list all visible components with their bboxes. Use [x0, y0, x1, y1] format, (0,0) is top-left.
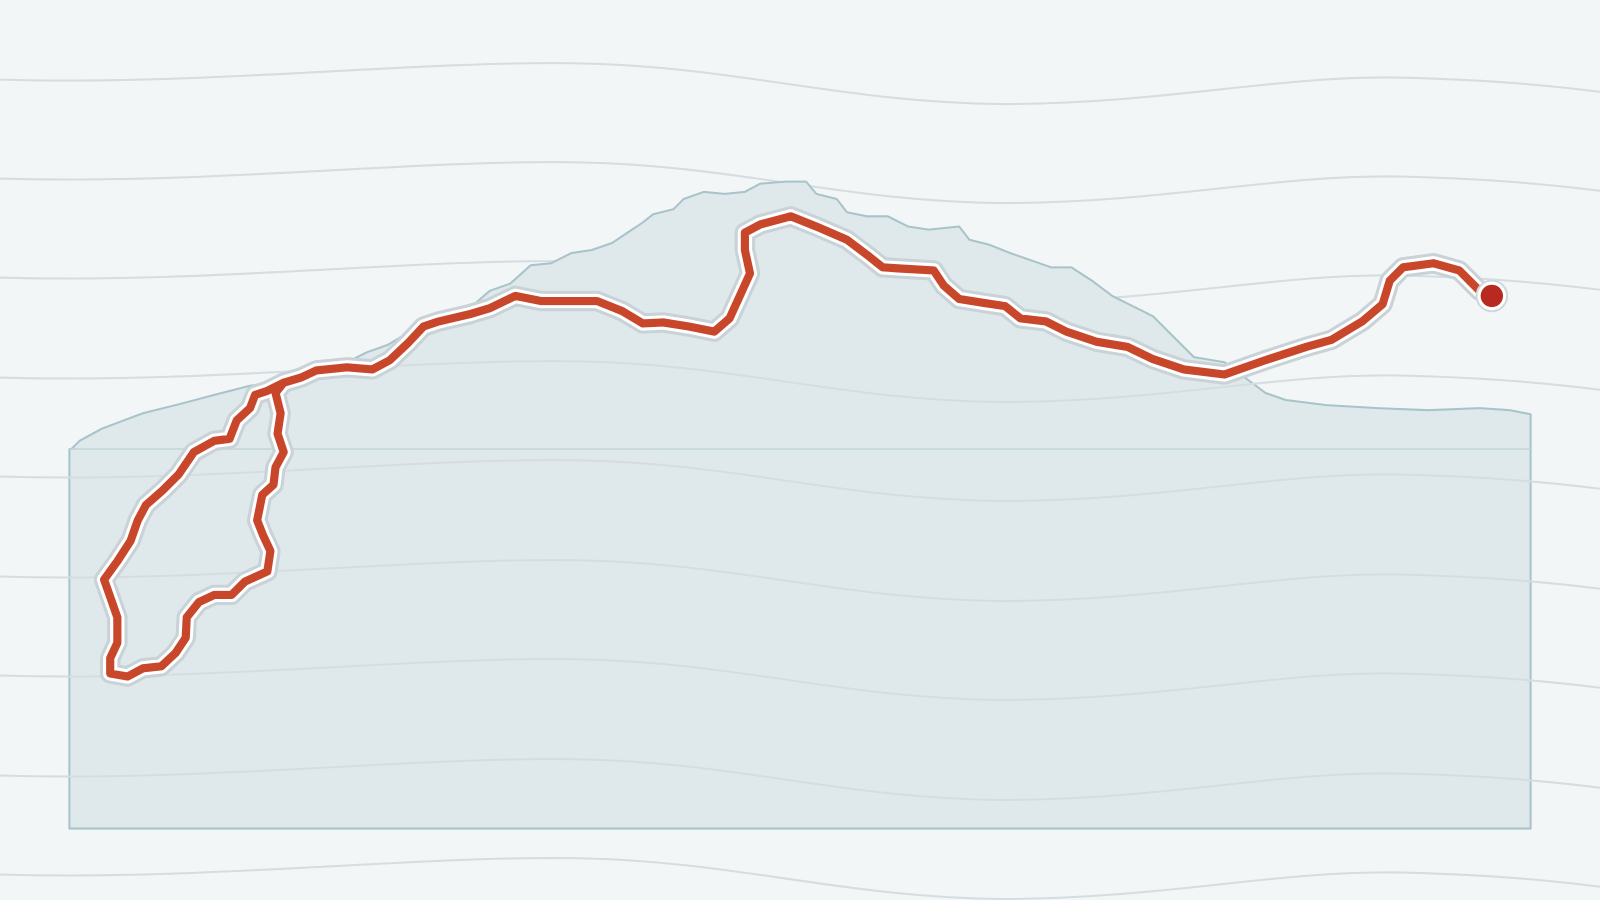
- contour-line: [0, 559, 1600, 603]
- contour-line: [0, 857, 1600, 900]
- contour-line: [0, 758, 1600, 802]
- contour-line: [0, 62, 1600, 106]
- end-marker: [1480, 284, 1504, 308]
- contour-line: [0, 658, 1600, 702]
- contour-line: [0, 459, 1600, 503]
- contour-line: [0, 161, 1600, 205]
